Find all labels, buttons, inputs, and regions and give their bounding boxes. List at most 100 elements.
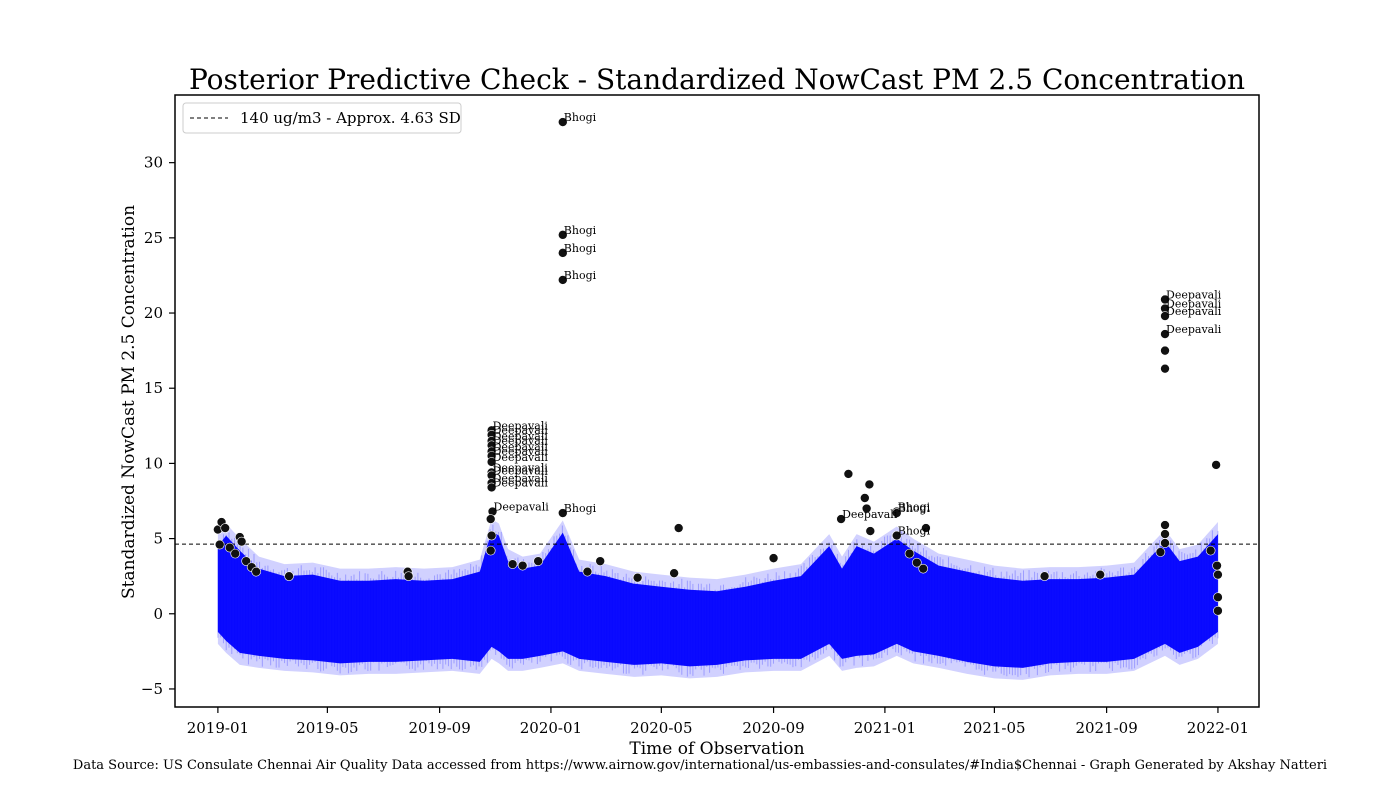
data-point — [860, 493, 870, 503]
data-point — [284, 571, 294, 581]
data-label: Deepavali — [493, 461, 549, 474]
data-label: Bhogi — [564, 111, 597, 124]
x-tick-label: 2020-09 — [742, 719, 804, 737]
data-label: Deepavali — [493, 476, 549, 489]
legend-entry: 140 ug/m3 - Approx. 4.63 SD — [240, 109, 461, 127]
data-point — [486, 482, 497, 493]
y-tick-label: 25 — [144, 229, 163, 247]
x-tick-label: 2020-01 — [520, 719, 582, 737]
posterior-band-layer — [217, 519, 1219, 680]
data-point — [557, 117, 568, 127]
data-point — [891, 508, 902, 518]
data-point — [836, 514, 846, 524]
data-point — [1211, 460, 1221, 470]
legend-box — [182, 102, 462, 134]
y-tick-label: 0 — [153, 605, 163, 623]
data-point — [241, 556, 251, 566]
data-label: Deepavali — [493, 430, 549, 443]
data-point — [224, 542, 235, 553]
data-point — [768, 553, 779, 563]
data-point — [673, 523, 684, 533]
data-label: Deepavali — [493, 451, 549, 464]
data-label: Bhogi — [898, 501, 931, 514]
data-point — [1095, 569, 1106, 580]
data-point — [1160, 311, 1170, 321]
data-label: Deepavali — [493, 445, 549, 458]
data-point — [220, 523, 230, 533]
data-point — [921, 523, 931, 533]
data-point — [557, 248, 568, 258]
data-point — [485, 514, 496, 524]
x-tick-label: 2021-01 — [854, 719, 916, 737]
data-label: Deepavali — [493, 440, 549, 453]
data-label: Deepavali — [493, 424, 549, 437]
data-label: Deepavali — [842, 508, 898, 521]
data-point — [1160, 345, 1170, 356]
y-tick-label: 5 — [153, 530, 163, 548]
x-tick-label: 2021-09 — [1075, 719, 1137, 737]
data-label: Deepavali — [493, 472, 549, 485]
legend: 140 ug/m3 - Approx. 4.63 SD — [182, 102, 462, 134]
data-point — [557, 275, 568, 285]
data-point — [507, 559, 518, 569]
data-label: Deepavali — [1166, 289, 1222, 302]
data-label: Bhogi — [564, 269, 597, 282]
posterior-band — [217, 531, 1218, 668]
data-point — [595, 556, 606, 566]
data-point — [485, 545, 496, 556]
y-tick-label: 10 — [144, 454, 163, 472]
data-point — [557, 508, 568, 518]
data-point — [517, 560, 528, 571]
annotations-layer: DeepavaliDeepavaliDeepavaliDeepavaliDeep… — [493, 111, 1222, 538]
data-point — [486, 457, 497, 467]
data-point — [843, 469, 854, 479]
data-point — [632, 572, 643, 583]
data-label: Bhogi — [564, 242, 597, 255]
observation-points-layer — [213, 117, 1223, 616]
data-point — [865, 526, 876, 536]
y-tick-label: −5 — [141, 680, 163, 698]
x-tick-label: 2019-05 — [296, 719, 358, 737]
data-point — [891, 530, 902, 541]
data-label: Deepavali — [493, 419, 549, 432]
data-point — [1213, 592, 1223, 603]
x-tick-label: 2022-01 — [1187, 719, 1249, 737]
y-tick-label: 15 — [144, 379, 163, 397]
data-point — [864, 479, 875, 490]
data-point — [1212, 560, 1222, 571]
data-point — [533, 556, 543, 566]
data-point — [1160, 363, 1170, 374]
data-point — [582, 566, 593, 577]
x-tick-label: 2019-01 — [187, 719, 249, 737]
data-label: Deepavali — [493, 434, 549, 447]
y-axis: −5 0 5 10 15 20 25 30 — [141, 154, 175, 698]
data-label: Bhogi — [898, 502, 931, 515]
data-point — [918, 563, 929, 574]
data-label: Deepavali — [1166, 323, 1222, 336]
data-point — [403, 571, 414, 581]
x-tick-label: 2021-05 — [963, 719, 1025, 737]
data-point — [1213, 569, 1223, 580]
x-tick-label: 2019-09 — [408, 719, 470, 737]
data-point — [1213, 605, 1223, 616]
chart-title: Posterior Predictive Check - Standardize… — [189, 63, 1245, 96]
data-point — [1160, 538, 1170, 548]
data-point — [904, 548, 915, 559]
x-tick-label: 2020-05 — [630, 719, 692, 737]
y-axis-label: Standardized NowCast PM 2.5 Concentratio… — [119, 205, 139, 599]
data-point — [1160, 529, 1170, 539]
data-source-note: Data Source: US Consulate Chennai Air Qu… — [72, 758, 1328, 773]
data-label: Deepavali — [1166, 298, 1222, 311]
data-point — [1155, 547, 1166, 557]
data-label: Bhogi — [564, 502, 597, 515]
data-point — [861, 503, 872, 514]
data-point — [230, 548, 241, 559]
data-label: Bhogi — [564, 224, 597, 237]
y-tick-label: 30 — [144, 154, 163, 172]
data-point — [486, 530, 497, 541]
x-axis: 2019-01 2019-05 2019-09 2020-01 2020-05 2020-… — [187, 707, 1249, 737]
data-label: Deepavali — [493, 464, 549, 477]
data-point — [1039, 571, 1050, 581]
x-axis-label: Time of Observation — [629, 739, 804, 759]
